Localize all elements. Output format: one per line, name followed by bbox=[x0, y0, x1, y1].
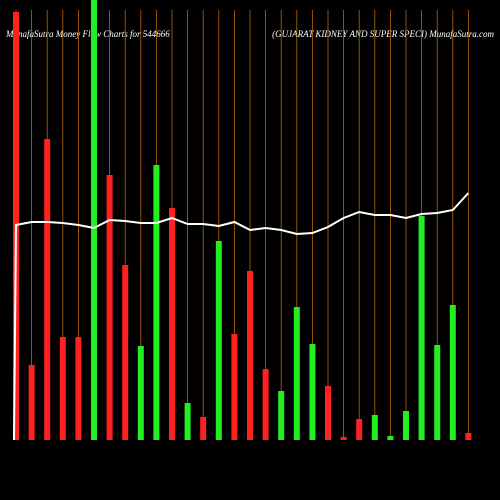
chart-title: MunafaSutra Money Flow Charts for 544666 bbox=[5, 29, 170, 39]
bar bbox=[28, 365, 35, 440]
chart-subtitle: (GUJARAT KIDNEY AND SUPER SPECI) MunafaS… bbox=[272, 29, 494, 39]
bar bbox=[418, 216, 425, 440]
money-flow-line bbox=[13, 192, 470, 441]
bar bbox=[434, 345, 441, 440]
bar bbox=[309, 344, 316, 440]
bar bbox=[465, 433, 472, 440]
bar bbox=[75, 337, 82, 440]
bar bbox=[122, 265, 129, 440]
bar bbox=[59, 337, 66, 440]
bar bbox=[449, 305, 456, 440]
bar bbox=[44, 139, 51, 440]
bar bbox=[215, 241, 222, 440]
bar bbox=[387, 436, 394, 440]
bar bbox=[340, 437, 347, 440]
bar bbox=[262, 369, 269, 440]
bar bbox=[231, 334, 238, 440]
bar bbox=[200, 417, 207, 440]
bar bbox=[403, 411, 409, 440]
bar bbox=[137, 346, 144, 440]
bar bbox=[293, 307, 300, 440]
bar bbox=[153, 165, 160, 440]
bar bbox=[278, 391, 285, 440]
bar bbox=[91, 0, 97, 440]
bar bbox=[356, 419, 363, 440]
bar bbox=[184, 403, 191, 440]
bar bbox=[371, 415, 378, 440]
bar bbox=[247, 271, 253, 440]
bar bbox=[106, 175, 113, 440]
bar bbox=[325, 386, 331, 440]
bar bbox=[169, 208, 175, 440]
